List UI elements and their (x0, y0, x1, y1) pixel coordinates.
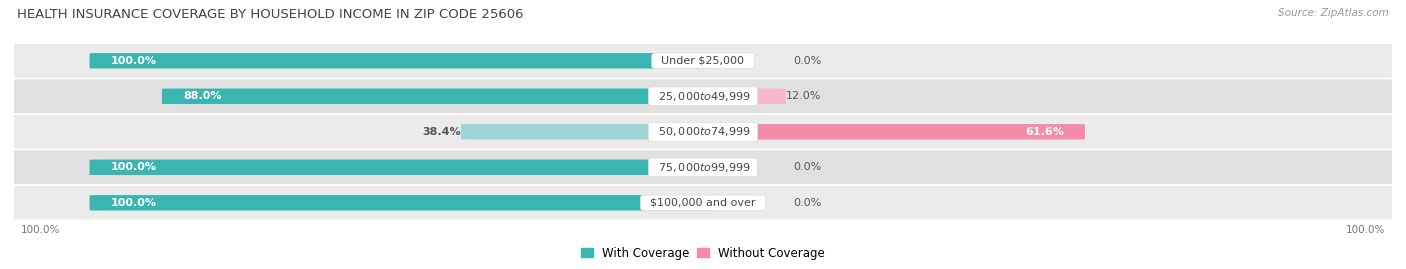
FancyBboxPatch shape (692, 89, 786, 104)
FancyBboxPatch shape (1, 115, 1405, 149)
Text: 0.0%: 0.0% (793, 162, 821, 172)
Text: 100.0%: 100.0% (111, 56, 157, 66)
Text: $100,000 and over: $100,000 and over (644, 198, 762, 208)
FancyBboxPatch shape (461, 124, 714, 140)
Text: 88.0%: 88.0% (183, 91, 222, 101)
Text: 38.4%: 38.4% (422, 127, 461, 137)
FancyBboxPatch shape (90, 160, 714, 175)
FancyBboxPatch shape (1, 44, 1405, 78)
Text: 0.0%: 0.0% (793, 198, 821, 208)
Text: $50,000 to $74,999: $50,000 to $74,999 (651, 125, 755, 138)
Text: 100.0%: 100.0% (21, 225, 60, 235)
Text: 100.0%: 100.0% (111, 198, 157, 208)
Text: $75,000 to $99,999: $75,000 to $99,999 (651, 161, 755, 174)
Text: $25,000 to $49,999: $25,000 to $49,999 (651, 90, 755, 103)
Text: HEALTH INSURANCE COVERAGE BY HOUSEHOLD INCOME IN ZIP CODE 25606: HEALTH INSURANCE COVERAGE BY HOUSEHOLD I… (17, 8, 523, 21)
Legend: With Coverage, Without Coverage: With Coverage, Without Coverage (576, 242, 830, 264)
FancyBboxPatch shape (162, 89, 714, 104)
FancyBboxPatch shape (1, 79, 1405, 113)
Text: 100.0%: 100.0% (111, 162, 157, 172)
Text: 100.0%: 100.0% (1346, 225, 1385, 235)
FancyBboxPatch shape (692, 124, 1085, 140)
Text: 61.6%: 61.6% (1025, 127, 1064, 137)
Text: 0.0%: 0.0% (793, 56, 821, 66)
Text: Under $25,000: Under $25,000 (655, 56, 751, 66)
Text: Source: ZipAtlas.com: Source: ZipAtlas.com (1278, 8, 1389, 18)
FancyBboxPatch shape (1, 150, 1405, 184)
FancyBboxPatch shape (1, 186, 1405, 220)
FancyBboxPatch shape (90, 195, 714, 211)
Text: 12.0%: 12.0% (786, 91, 821, 101)
FancyBboxPatch shape (90, 53, 714, 69)
